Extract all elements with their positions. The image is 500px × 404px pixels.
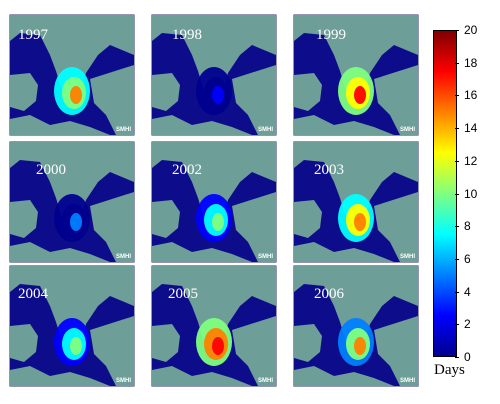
map-panel-2004: 2004 SMHI [10, 266, 134, 386]
colorbar-tick-label: 10 [464, 186, 478, 201]
smhi-watermark: SMHI [400, 378, 415, 384]
colorbar-tick-mark [455, 160, 459, 162]
land-east [90, 65, 134, 135]
colorbar-tick-mark [455, 258, 459, 260]
land-east [232, 65, 276, 135]
land-south [10, 366, 110, 386]
land-north [152, 142, 276, 230]
smhi-watermark: SMHI [116, 254, 131, 260]
smhi-watermark: SMHI [258, 378, 273, 384]
land-south [10, 242, 110, 262]
map-panel-1998: 1998 SMHI [152, 15, 276, 135]
smhi-watermark: SMHI [400, 127, 415, 133]
year-label: 2003 [314, 162, 344, 178]
colorbar-tick-mark [455, 324, 459, 326]
year-label: 2002 [172, 162, 202, 178]
colorbar-tick-mark [455, 30, 459, 31]
land-south [294, 366, 394, 386]
land-south [294, 115, 394, 135]
hotspot-core [354, 337, 366, 355]
land-west [152, 73, 180, 111]
land-north [152, 15, 276, 103]
land-west [294, 324, 322, 362]
land-north [10, 142, 134, 230]
land-east [90, 192, 134, 262]
colorbar-tick-label: 20 [464, 23, 478, 37]
land-south [10, 115, 110, 135]
land-north [294, 142, 418, 230]
hotspot-core [70, 213, 82, 231]
land-north [152, 266, 276, 354]
land-west [152, 324, 180, 362]
colorbar-tick-mark [455, 95, 459, 97]
colorbar-tick-label: 14 [464, 121, 478, 136]
colorbar-tick-label: 18 [464, 55, 478, 70]
hotspot-core [212, 86, 224, 104]
land-west [10, 324, 38, 362]
smhi-watermark: SMHI [116, 378, 131, 384]
land-east [374, 65, 418, 135]
land-west [294, 73, 322, 111]
year-label: 1998 [172, 27, 202, 43]
colorbar-tick-label: 12 [464, 153, 478, 168]
hotspot-core [354, 86, 366, 104]
year-label: 2000 [36, 162, 66, 178]
colorbar-tick-mark [455, 193, 459, 195]
year-label: 2006 [314, 286, 344, 302]
colorbar-tick-mark [455, 128, 459, 130]
hotspot-core [70, 337, 82, 355]
year-label: 2004 [18, 286, 48, 302]
land-south [294, 242, 394, 262]
land-east [374, 316, 418, 386]
year-label: 1999 [316, 27, 346, 43]
land-east [232, 316, 276, 386]
smhi-watermark: SMHI [116, 127, 131, 133]
map-panel-2005: 2005 SMHI [152, 266, 276, 386]
smhi-watermark: SMHI [258, 127, 273, 133]
land-west [152, 200, 180, 238]
land-south [152, 366, 252, 386]
land-west [10, 73, 38, 111]
colorbar [433, 30, 457, 357]
colorbar-tick-label: 6 [464, 251, 471, 266]
map-panel-1997: 1997 SMHI [10, 15, 134, 135]
colorbar-tick-mark [455, 357, 459, 358]
map-panel-2003: 2003 SMHI [294, 142, 418, 262]
land-west [10, 200, 38, 238]
land-south [152, 242, 252, 262]
land-south [152, 115, 252, 135]
colorbar-tick-label: 4 [464, 284, 471, 299]
smhi-watermark: SMHI [400, 254, 415, 260]
land-north [294, 15, 418, 103]
map-panel-2000: 2000 SMHI [10, 142, 134, 262]
colorbar-tick-label: 16 [464, 88, 478, 103]
smhi-watermark: SMHI [258, 254, 273, 260]
land-east [90, 316, 134, 386]
land-north [294, 266, 418, 354]
colorbar-tick-label: 2 [464, 317, 471, 332]
land-east [232, 192, 276, 262]
land-north [10, 266, 134, 354]
map-panel-2006: 2006 SMHI [294, 266, 418, 386]
land-west [294, 200, 322, 238]
colorbar-tick-mark [455, 291, 459, 293]
land-north [10, 15, 134, 103]
colorbar-tick-mark [455, 226, 459, 228]
year-label: 1997 [18, 27, 48, 43]
colorbar-tick-label: 8 [464, 219, 471, 234]
colorbar-label: Days [434, 362, 465, 378]
colorbar-tick-label: 0 [464, 350, 471, 364]
year-label: 2005 [168, 286, 198, 302]
map-panel-2002: 2002 SMHI [152, 142, 276, 262]
colorbar-tick-mark [455, 62, 459, 64]
land-east [374, 192, 418, 262]
map-panel-1999: 1999 SMHI [294, 15, 418, 135]
hotspot-core [70, 86, 82, 104]
hotspot-core [212, 337, 224, 355]
hotspot-core [212, 213, 224, 231]
hotspot-core [354, 213, 366, 231]
